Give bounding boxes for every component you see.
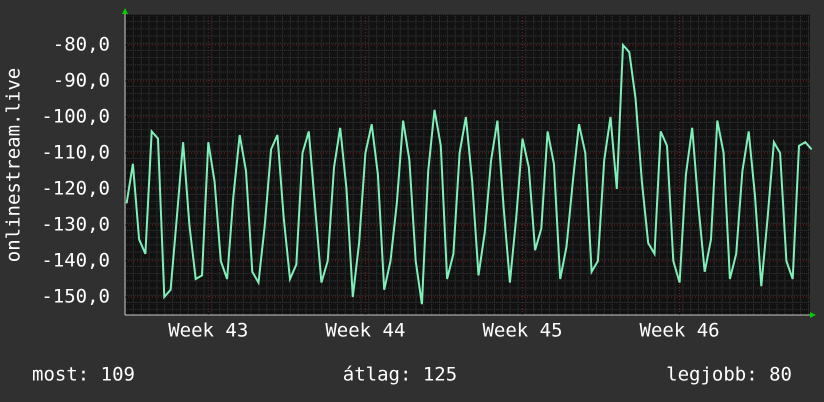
y-tick-label: -100,0 (41, 105, 110, 127)
best-value: legjobb: 80 (666, 364, 792, 386)
axis-arrow (122, 8, 128, 14)
current-value: most: 109 (32, 364, 135, 386)
x-tick-label: Week 44 (325, 320, 405, 342)
x-tick-label: Week 45 (482, 320, 562, 342)
y-tick-label: -150,0 (41, 285, 110, 307)
data-line (125, 42, 813, 305)
y-tick-label: -120,0 (41, 177, 110, 199)
y-tick-label: -130,0 (41, 213, 110, 235)
x-tick-label: Week 43 (168, 320, 248, 342)
y-axis-label: onlinestream.live (3, 68, 25, 262)
axis-arrow (810, 312, 816, 318)
y-tick-label: -110,0 (41, 141, 110, 163)
y-tick-label: -90,0 (53, 69, 110, 91)
y-tick-label: -140,0 (41, 249, 110, 271)
average-value: átlag: 125 (343, 364, 457, 386)
y-tick-label: -80,0 (53, 33, 110, 55)
x-tick-label: Week 46 (640, 320, 720, 342)
